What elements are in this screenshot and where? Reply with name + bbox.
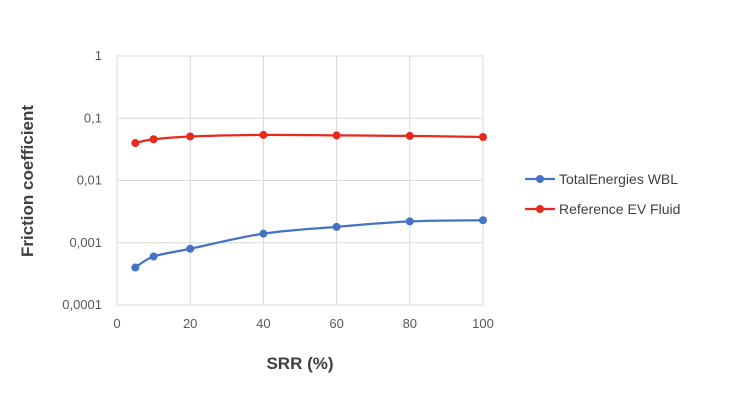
x-axis-title: SRR (%) [266,354,333,373]
x-tick-label: 20 [183,316,197,331]
data-point [131,263,140,272]
plot-area [116,55,484,306]
legend-marker [536,205,544,213]
legend-label: Reference EV Fluid [559,201,680,217]
x-tick-label: 60 [329,316,343,331]
data-point [131,139,140,148]
data-point [479,132,487,141]
data-point [259,130,268,139]
data-point [259,229,268,238]
data-point [405,131,414,140]
legend-marker [536,175,544,183]
x-tick-label: 0 [113,316,120,331]
data-point [332,131,341,140]
x-tick-label: 40 [256,316,270,331]
y-tick-label: 0,1 [84,110,102,125]
legend: TotalEnergies WBL Reference EV Fluid [525,171,680,217]
data-point [332,222,341,231]
y-axis-title: Friction coefficient [18,105,37,257]
y-tick-label: 0,0001 [62,297,102,312]
series-line [134,219,484,269]
series-layer [131,130,487,272]
y-tick-label: 0,001 [69,235,102,250]
data-point [186,132,195,141]
data-point [186,244,195,253]
data-point [149,135,158,144]
x-tick-label: 100 [472,316,494,331]
data-point [149,252,158,261]
y-tick-label: 0,01 [77,173,102,188]
x-axis: 0 20 40 60 80 100 [113,316,493,331]
data-point [479,216,487,225]
y-tick-label: 1 [95,48,102,63]
plot-border [116,55,484,306]
x-tick-label: 80 [403,316,417,331]
legend-label: TotalEnergies WBL [559,171,678,187]
data-point [405,217,414,226]
y-axis: 1 0,1 0,01 0,001 0,0001 [62,48,102,312]
gridlines [116,55,484,306]
